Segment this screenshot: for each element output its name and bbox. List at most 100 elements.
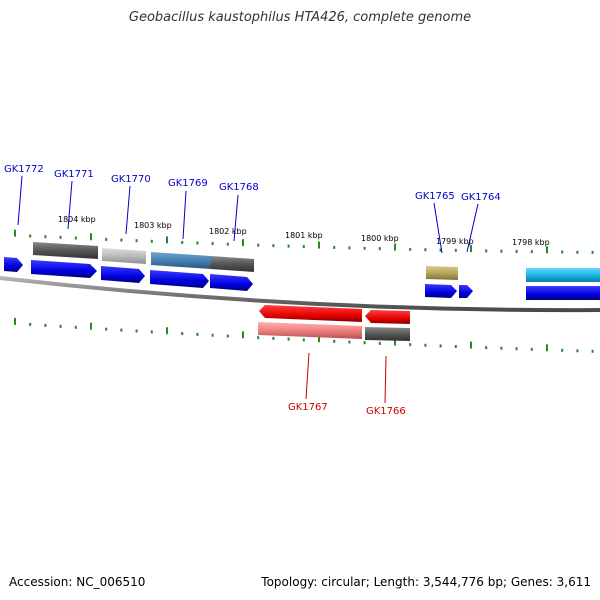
scale-tick xyxy=(242,239,244,247)
scale-tick xyxy=(59,324,62,328)
reverse-feature-row xyxy=(258,322,410,341)
scale-tick xyxy=(135,329,138,333)
scale-tick xyxy=(44,323,47,327)
scale-label: 1802 kbp xyxy=(209,227,247,236)
scale-tick xyxy=(257,243,260,247)
scale-label: 1798 kbp xyxy=(512,238,550,247)
scale-tick xyxy=(561,250,564,254)
scale-tick xyxy=(363,341,366,345)
gene-feature-gray xyxy=(33,242,98,259)
cds-arrow-reverse xyxy=(365,310,410,324)
scale-tick xyxy=(302,245,305,249)
topology-value: circular; xyxy=(321,575,370,589)
scale-tick xyxy=(333,339,336,343)
scale-tick xyxy=(135,239,138,243)
cds-arrow-reverse xyxy=(259,305,362,322)
scale-tick xyxy=(272,244,275,248)
length-label: Length: xyxy=(373,575,420,589)
scale-tick xyxy=(439,248,442,252)
scale-tick xyxy=(74,325,77,329)
scale-tick xyxy=(424,248,427,252)
scale-tick xyxy=(120,238,123,242)
scale-tick xyxy=(302,338,305,342)
gene-label: GK1768 xyxy=(219,182,259,193)
genes-value: 3,611 xyxy=(556,575,591,589)
gene-feature-cyan xyxy=(526,268,600,282)
scale-tick xyxy=(226,242,229,246)
gene-feature-lightgray xyxy=(102,248,146,264)
scale-tick xyxy=(409,247,412,251)
scale-tick xyxy=(348,246,351,250)
scale-tick xyxy=(515,347,518,351)
scale-tick xyxy=(591,250,594,254)
scale-tick xyxy=(166,236,168,244)
scale-tick xyxy=(485,346,488,350)
accession-value: NC_006510 xyxy=(76,575,146,589)
scale-tick xyxy=(211,242,214,246)
scale-tick xyxy=(196,332,199,336)
scale-tick xyxy=(59,235,62,239)
gene-label: GK1770 xyxy=(111,174,151,185)
scale-tick xyxy=(409,343,412,347)
reverse-cds-row xyxy=(259,305,410,324)
cds-arrow-forward xyxy=(526,286,600,300)
scale-tick xyxy=(272,336,275,340)
scale-tick xyxy=(333,245,336,249)
forward-feature-row xyxy=(33,242,600,282)
scale-tick xyxy=(150,330,153,334)
scale-tick xyxy=(530,250,533,254)
genome-stats: Topology: circular; Length: 3,544,776 bp… xyxy=(261,575,591,589)
gene-feature-steelblue xyxy=(151,252,211,269)
gene-labels: GK1772 GK1771 GK1770 GK1769 GK1768 GK176… xyxy=(4,164,501,417)
scale-tick xyxy=(576,349,579,353)
topology-label: Topology: xyxy=(261,575,318,589)
scale-tick xyxy=(150,239,153,243)
scale-tick xyxy=(90,322,92,330)
scale-tick xyxy=(454,344,457,348)
scale-tick xyxy=(561,348,564,352)
scale-tick xyxy=(378,341,381,345)
scale-tick xyxy=(287,244,290,248)
gene-label: GK1767 xyxy=(288,402,328,413)
scale-label: 1804 kbp xyxy=(58,215,96,224)
gene-feature-salmon xyxy=(258,322,362,339)
scale-tick xyxy=(500,249,503,253)
gene-label: GK1764 xyxy=(461,192,501,203)
gene-label-connectors xyxy=(17,175,479,404)
scale-tick xyxy=(14,229,16,237)
scale-tick xyxy=(211,333,214,337)
cds-arrow-forward xyxy=(150,270,209,288)
cds-arrow-forward xyxy=(459,285,473,298)
scale-tick xyxy=(14,317,16,325)
scale-tick xyxy=(515,249,518,253)
forward-cds-row xyxy=(4,257,600,300)
scale-tick xyxy=(287,337,290,341)
scale-tick xyxy=(29,234,32,238)
scale-tick xyxy=(105,327,108,331)
scale-tick xyxy=(44,235,47,239)
scale-tick xyxy=(591,349,594,353)
accession-label: Accession: xyxy=(9,575,73,589)
scale-tick xyxy=(454,248,457,252)
scale-labels: 1804 kbp 1803 kbp 1802 kbp 1801 kbp 1800… xyxy=(58,215,550,247)
gene-feature-gray xyxy=(365,327,410,341)
scale-label: 1799 kbp xyxy=(436,237,474,246)
scale-label: 1803 kbp xyxy=(134,221,172,230)
scale-tick xyxy=(500,346,503,350)
scale-tick xyxy=(181,332,184,336)
scale-tick xyxy=(318,241,320,249)
scale-tick xyxy=(394,338,396,346)
accession-info: Accession: NC_006510 xyxy=(9,575,145,589)
scale-tick xyxy=(105,237,108,241)
scale-tick xyxy=(546,246,548,254)
gene-feature-khaki xyxy=(426,266,458,280)
scale-tick xyxy=(257,336,260,340)
genome-title: Geobacillus kaustophilus HTA426, complet… xyxy=(128,10,472,25)
genome-backbone xyxy=(0,276,600,313)
scale-tick xyxy=(378,247,381,251)
scale-tick xyxy=(29,322,32,326)
scale-tick xyxy=(470,245,472,253)
scale-tick xyxy=(166,327,168,335)
cds-arrow-forward xyxy=(31,260,97,278)
scale-tick xyxy=(181,240,184,244)
